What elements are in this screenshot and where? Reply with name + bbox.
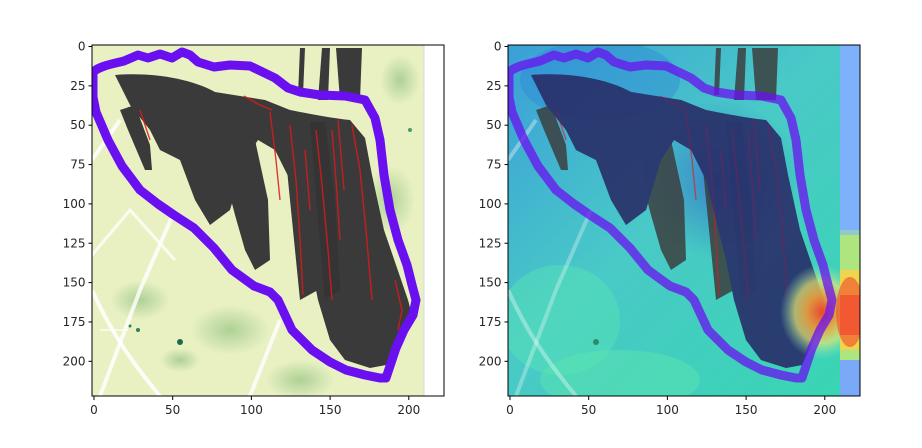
tick-labels: 0 50 100 150 200 0 25 50 75 100 125 150 175 200 — [479, 40, 837, 418]
y-tick-label: 25 — [70, 79, 85, 93]
y-tick-label: 50 — [70, 118, 85, 132]
x-tick-label: 150 — [319, 403, 342, 417]
y-tick-label: 200 — [479, 354, 502, 368]
x-tick-label: 150 — [735, 403, 758, 417]
y-tick-label: 0 — [78, 40, 86, 54]
tick-marks — [504, 46, 826, 400]
x-tick-label: 0 — [90, 403, 98, 417]
y-tick-label: 150 — [63, 276, 86, 290]
tick-marks — [88, 46, 410, 400]
y-tick-label: 0 — [494, 40, 502, 54]
x-tick-label: 200 — [813, 403, 836, 417]
x-tick-label: 0 — [506, 403, 514, 417]
y-tick-label: 75 — [70, 158, 85, 172]
y-tick-label: 175 — [479, 315, 502, 329]
axes-frame — [507, 44, 861, 397]
y-tick-label: 75 — [486, 158, 501, 172]
y-tick-label: 100 — [479, 197, 502, 211]
y-tick-label: 25 — [486, 79, 501, 93]
panel-left: 0 50 100 150 200 0 25 50 75 100 125 150 175 200 — [63, 40, 445, 418]
tick-labels: 0 50 100 150 200 0 25 50 75 100 125 150 175 200 — [63, 40, 421, 418]
x-tick-label: 50 — [581, 403, 596, 417]
y-tick-label: 100 — [63, 197, 86, 211]
y-tick-label: 125 — [479, 236, 502, 250]
x-tick-label: 100 — [240, 403, 263, 417]
y-tick-label: 50 — [486, 118, 501, 132]
axes-frame — [91, 44, 445, 397]
x-tick-label: 200 — [397, 403, 420, 417]
panel-right: 0 50 100 150 200 0 25 50 75 100 125 150 175 200 — [479, 40, 861, 418]
y-tick-label: 125 — [63, 236, 86, 250]
y-tick-label: 175 — [63, 315, 86, 329]
x-tick-label: 50 — [165, 403, 180, 417]
y-tick-label: 150 — [479, 276, 502, 290]
x-tick-label: 100 — [656, 403, 679, 417]
y-tick-label: 200 — [63, 354, 86, 368]
